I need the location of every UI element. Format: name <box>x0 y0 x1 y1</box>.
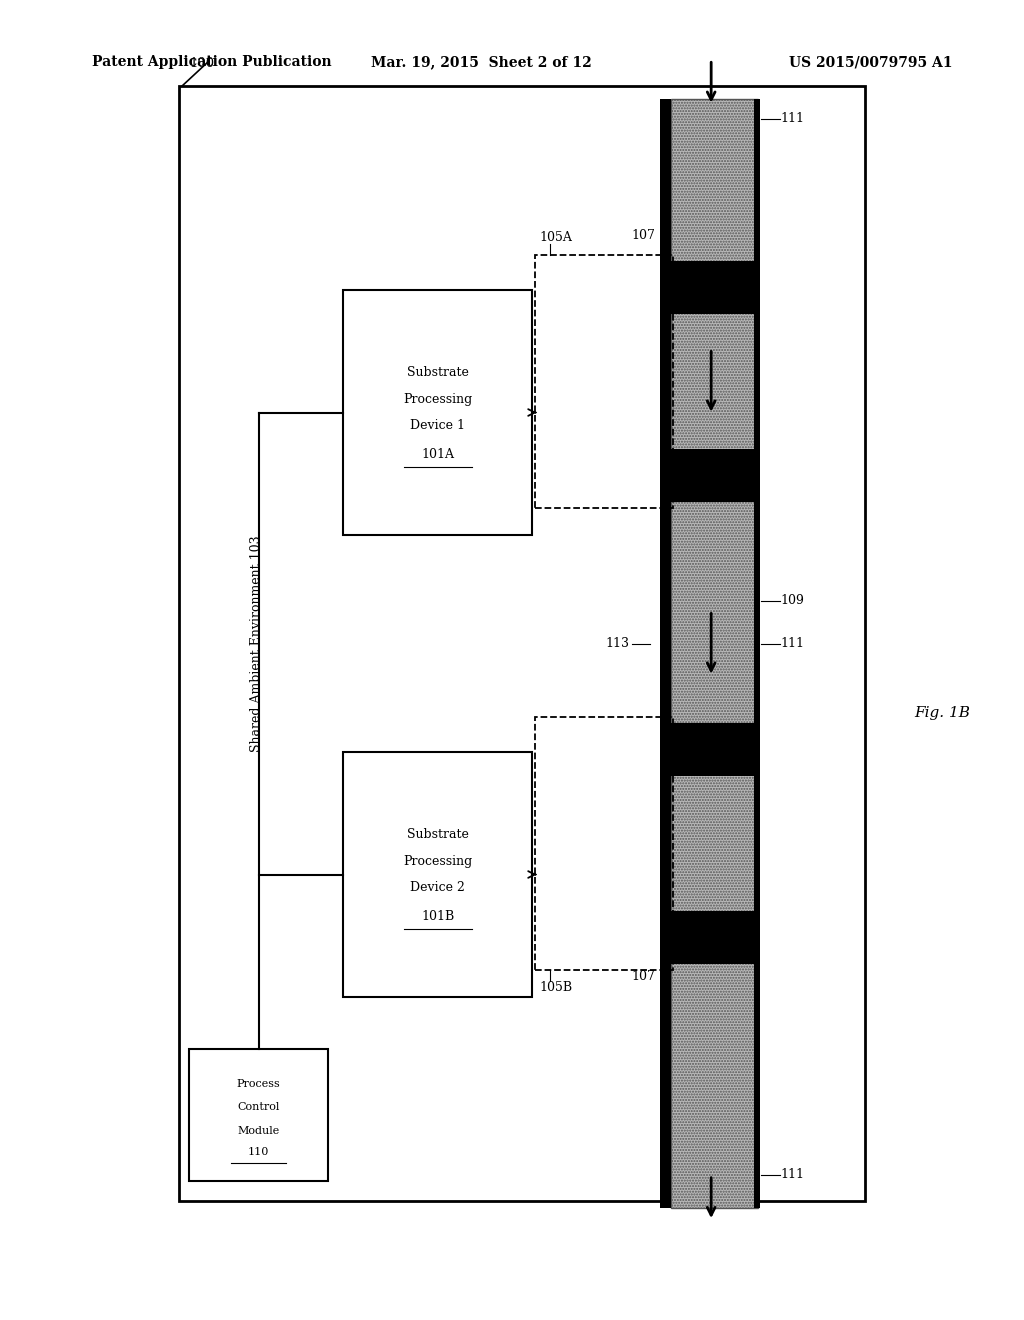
Text: Control: Control <box>238 1102 280 1113</box>
Text: 100: 100 <box>189 57 215 70</box>
Text: Fig. 1B: Fig. 1B <box>914 706 970 719</box>
Text: 110: 110 <box>248 1147 269 1158</box>
Bar <box>535 717 673 970</box>
Bar <box>660 261 758 314</box>
Bar <box>343 290 532 535</box>
Text: Mar. 19, 2015  Sheet 2 of 12: Mar. 19, 2015 Sheet 2 of 12 <box>371 55 592 70</box>
Text: 107: 107 <box>632 970 655 983</box>
Bar <box>179 86 865 1201</box>
Text: Patent Application Publication: Patent Application Publication <box>92 55 332 70</box>
Text: 107: 107 <box>632 228 655 242</box>
Text: 105A: 105A <box>540 231 572 244</box>
Text: Substrate: Substrate <box>407 367 469 379</box>
Bar <box>660 99 671 1208</box>
Text: Device 2: Device 2 <box>411 882 465 894</box>
Text: Processing: Processing <box>403 393 472 405</box>
Text: Module: Module <box>238 1126 280 1137</box>
Text: 111: 111 <box>780 1168 804 1181</box>
Text: 111: 111 <box>780 112 804 125</box>
Bar <box>660 911 758 964</box>
Text: Shared Ambient Environment 103: Shared Ambient Environment 103 <box>250 535 262 752</box>
Bar <box>660 449 758 502</box>
Text: Process: Process <box>237 1078 281 1089</box>
Text: Processing: Processing <box>403 855 472 867</box>
Text: Device 1: Device 1 <box>411 420 465 432</box>
Text: US 2015/0079795 A1: US 2015/0079795 A1 <box>788 55 952 70</box>
Text: Substrate: Substrate <box>407 829 469 841</box>
Bar <box>660 723 758 776</box>
Text: 101B: 101B <box>421 911 455 923</box>
Text: 101A: 101A <box>421 449 455 461</box>
Text: 111: 111 <box>780 638 804 649</box>
Text: 113: 113 <box>606 638 630 649</box>
Text: 109: 109 <box>780 594 804 607</box>
Bar <box>189 1049 328 1181</box>
Bar <box>754 99 760 1208</box>
Bar <box>343 752 532 997</box>
Bar <box>535 255 673 508</box>
Text: 105B: 105B <box>540 981 572 994</box>
Bar <box>671 99 758 1208</box>
